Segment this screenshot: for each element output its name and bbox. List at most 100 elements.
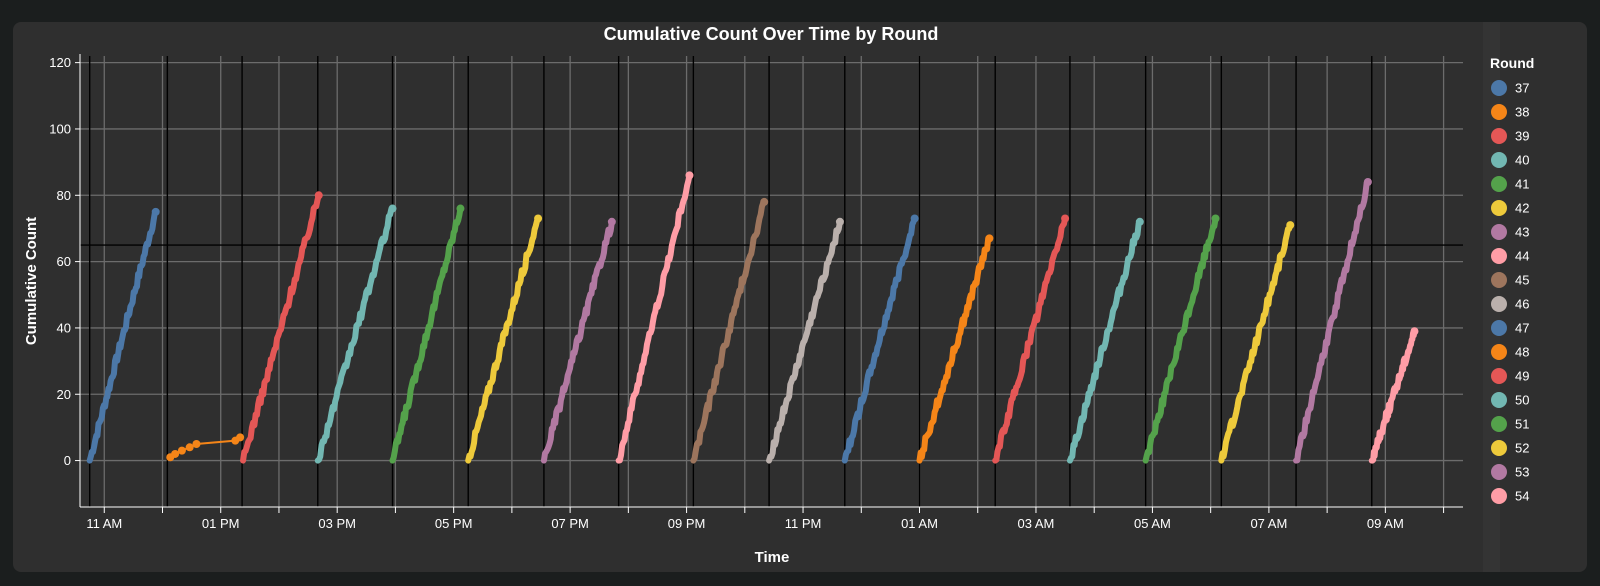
data-point xyxy=(171,449,180,458)
legend-label: 50 xyxy=(1515,393,1529,408)
series-round-40 xyxy=(314,204,397,464)
legend-label: 54 xyxy=(1515,489,1529,504)
legend-swatch xyxy=(1491,368,1507,384)
legend-label: 43 xyxy=(1515,225,1529,240)
x-tick-label: 01 AM xyxy=(901,516,938,531)
series-line xyxy=(1142,215,1219,464)
legend-swatch xyxy=(1491,224,1507,240)
legend-title: Round xyxy=(1490,55,1534,71)
series-round-42 xyxy=(465,214,543,464)
series-end-point xyxy=(1286,221,1295,230)
x-tick-label: 05 PM xyxy=(435,516,473,531)
y-tick-label: 0 xyxy=(64,453,71,468)
legend-label: 44 xyxy=(1515,249,1529,264)
x-tick-label: 05 AM xyxy=(1134,516,1171,531)
x-tick-label: 09 AM xyxy=(1367,516,1404,531)
series-line xyxy=(841,215,918,464)
legend-label: 51 xyxy=(1515,417,1529,432)
legend-label: 53 xyxy=(1515,465,1529,480)
legend-swatch xyxy=(1491,152,1507,168)
legend-label: 38 xyxy=(1515,105,1529,120)
series-round-44 xyxy=(615,171,694,464)
y-tick-label: 120 xyxy=(49,55,71,70)
legend-label: 48 xyxy=(1515,345,1529,360)
legend-label: 47 xyxy=(1515,321,1529,336)
legend-swatch xyxy=(1491,320,1507,336)
series-round-41 xyxy=(389,204,465,464)
x-tick-label: 09 PM xyxy=(668,516,706,531)
series-round-51 xyxy=(1142,214,1220,464)
x-tick-label: 11 PM xyxy=(785,516,822,531)
legend-swatch xyxy=(1491,80,1507,96)
series-line xyxy=(465,215,542,464)
legend-label: 45 xyxy=(1515,273,1529,288)
series-round-48 xyxy=(916,234,994,464)
series-round-54 xyxy=(1368,327,1419,464)
series-line xyxy=(992,215,1069,464)
series-round-53 xyxy=(1293,178,1372,464)
legend-label: 41 xyxy=(1515,177,1529,192)
x-tick-label: 11 AM xyxy=(86,516,122,531)
series-end-point xyxy=(910,214,919,223)
series-end-point xyxy=(1211,214,1220,223)
legend-swatch xyxy=(1491,200,1507,216)
legend-swatch xyxy=(1491,296,1507,312)
data-point xyxy=(177,446,186,455)
legend-label: 52 xyxy=(1515,441,1529,456)
legend-swatch xyxy=(1491,464,1507,480)
legend-swatch xyxy=(1491,440,1507,456)
series-round-50 xyxy=(1066,217,1144,464)
series-line xyxy=(615,172,693,464)
series-round-38 xyxy=(166,433,245,462)
data-point xyxy=(185,443,194,452)
x-tick-label: 01 PM xyxy=(202,516,240,531)
y-axis-title: Cumulative Count xyxy=(23,217,40,345)
legend-label: 39 xyxy=(1515,129,1529,144)
series-line xyxy=(1293,179,1371,464)
series-round-39 xyxy=(240,191,323,464)
series-round-45 xyxy=(690,197,769,464)
series-line xyxy=(690,198,768,464)
reference-lines xyxy=(80,56,1463,507)
series-end-point xyxy=(456,204,465,213)
series-layer xyxy=(86,171,1419,464)
series-line xyxy=(86,208,159,464)
legend-swatch xyxy=(1491,176,1507,192)
data-point xyxy=(236,433,245,442)
series-line xyxy=(1218,222,1294,464)
legend-label: 42 xyxy=(1515,201,1529,216)
legend-label: 46 xyxy=(1515,297,1529,312)
series-line xyxy=(766,218,843,464)
axes: 0 20 40 60 80 100 120 11 AM 01 PM 03 PM 05 PM 07 PM… xyxy=(49,54,1463,531)
series-line xyxy=(240,192,322,464)
series-end-point xyxy=(985,234,994,243)
series-end-point xyxy=(1410,327,1419,336)
legend-swatch xyxy=(1491,416,1507,432)
series-line xyxy=(916,235,993,464)
chart-panel xyxy=(13,22,1587,572)
series-end-point xyxy=(760,197,769,206)
x-tick-label: 07 AM xyxy=(1250,516,1287,531)
series-line xyxy=(314,205,396,464)
series-end-point xyxy=(607,217,616,226)
data-point xyxy=(192,439,201,448)
series-end-point xyxy=(388,204,397,213)
y-tick-label: 40 xyxy=(57,320,71,335)
series-end-point xyxy=(314,191,323,200)
series-end-point xyxy=(151,207,160,216)
chart-title: Cumulative Count Over Time by Round xyxy=(604,24,939,44)
series-round-49 xyxy=(992,214,1070,464)
legend-label: 49 xyxy=(1515,369,1529,384)
series-round-47 xyxy=(841,214,919,464)
series-line xyxy=(1066,218,1143,464)
x-tick-label: 07 PM xyxy=(551,516,589,531)
series-end-point xyxy=(534,214,543,223)
legend-swatch xyxy=(1491,344,1507,360)
x-tick-label: 03 AM xyxy=(1018,516,1055,531)
series-line xyxy=(389,205,464,464)
series-end-point xyxy=(685,171,694,180)
legend-swatch xyxy=(1491,248,1507,264)
series-round-37 xyxy=(86,207,160,464)
legend-label: 37 xyxy=(1515,81,1529,96)
